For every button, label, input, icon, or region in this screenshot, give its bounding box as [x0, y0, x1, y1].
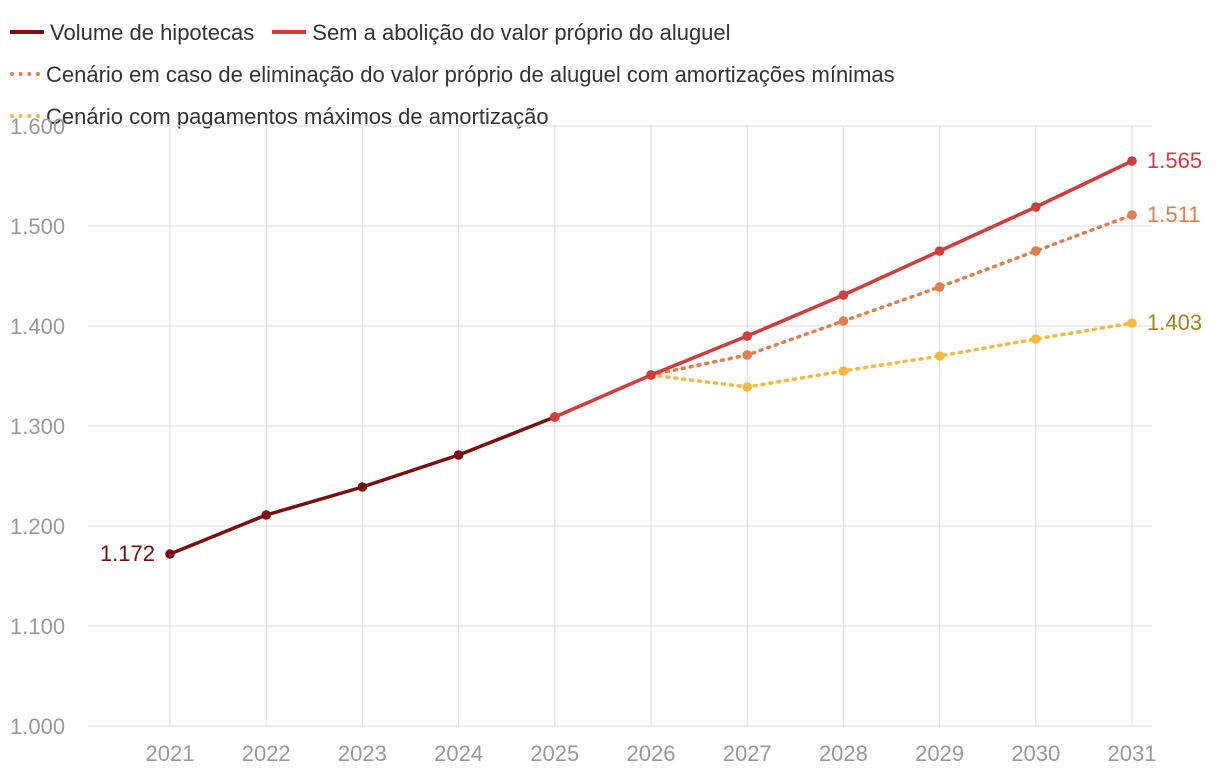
x-tick-2030: 2030: [1011, 741, 1060, 766]
legend-swatch-eliminacao: [10, 72, 40, 77]
x-tick-2031: 2031: [1108, 741, 1157, 766]
series-line-cenario-com-pagamentos-maximos-de-amorti: [649, 321, 1134, 389]
y-tick-1-200: 1.200: [10, 514, 65, 539]
point-sem-a-abolicao-do-valor-proprio-do-alugu-2025: [550, 412, 560, 422]
point-cenario-em-caso-de-eliminacao-do-valor-p-2028: [838, 316, 849, 326]
legend-swatch-amortizacao-maxima: [10, 114, 40, 119]
point-volume-de-hipotecas-2023: [357, 482, 368, 492]
point-cenario-em-caso-de-eliminacao-do-valor-p-2031: [1127, 210, 1137, 220]
series-sem-a-abolicao-do-valor-proprio-do-alugu: [550, 156, 1137, 422]
point-cenario-em-caso-de-eliminacao-do-valor-p-2029: [934, 282, 945, 292]
legend-item-volume: Volume de hipotecas: [10, 12, 254, 54]
x-tick-2027: 2027: [723, 741, 772, 766]
series: [165, 156, 1137, 559]
point-sem-a-abolicao-do-valor-proprio-do-alugu-2030: [1031, 202, 1041, 212]
x-tick-2023: 2023: [338, 741, 387, 766]
y-tick-1-300: 1.300: [10, 414, 65, 439]
legend: Volume de hipotecas Sem a abolição do val…: [10, 12, 1215, 138]
end-label-cenario-com-pagamentos-maximos-de-amorti: 1.403: [1147, 310, 1202, 335]
y-tick-1-600: 1.600: [10, 114, 65, 139]
legend-label-sem-abolicao: Sem a abolição do valor próprio do alugu…: [312, 20, 731, 45]
x-tick-2024: 2024: [434, 741, 483, 766]
x-tick-2028: 2028: [819, 741, 868, 766]
x-tick-2025: 2025: [530, 741, 579, 766]
point-cenario-com-pagamentos-maximos-de-amorti-2027: [742, 382, 752, 392]
x-axis-ticks: 2021 2022 2023 2024 2025 2026 2027 2028 2029 2030…: [146, 741, 1157, 766]
legend-item-eliminacao: Cenário em caso de eliminação do valor p…: [10, 54, 895, 96]
start-label-volume-de-hipotecas: 1.172: [100, 541, 155, 566]
point-volume-de-hipotecas-2022: [261, 510, 272, 520]
point-sem-a-abolicao-do-valor-proprio-do-alugu-2031: [1127, 156, 1137, 166]
series-cenario-com-pagamentos-maximos-de-amorti: [646, 318, 1137, 392]
point-cenario-com-pagamentos-maximos-de-amorti-2029: [934, 351, 945, 361]
series-line-cenario-em-caso-de-eliminacao-do-valor-p: [649, 213, 1134, 377]
y-tick-1-000: 1.000: [10, 714, 65, 739]
legend-item-sem-abolicao: Sem a abolição do valor próprio do alugu…: [272, 12, 731, 54]
legend-item-amortizacao-maxima: Cenário com pagamentos máximos de amorti…: [10, 96, 549, 138]
point-volume-de-hipotecas-2021: [165, 549, 175, 559]
point-sem-a-abolicao-do-valor-proprio-do-alugu-2027: [742, 331, 752, 341]
series-cenario-em-caso-de-eliminacao-do-valor-p: [646, 210, 1137, 380]
x-tick-2029: 2029: [915, 741, 964, 766]
x-tick-2026: 2026: [627, 741, 676, 766]
legend-swatch-sem-abolicao: [272, 30, 307, 35]
legend-label-volume: Volume de hipotecas: [50, 20, 255, 45]
y-axis-ticks: 1.000 1.100 1.200 1.300 1.400 1.500 1.600: [10, 114, 65, 739]
point-sem-a-abolicao-do-valor-proprio-do-alugu-2029: [934, 246, 945, 256]
y-tick-1-100: 1.100: [10, 614, 65, 639]
data-labels: 1.403 1.511 1.172 1.565: [100, 148, 1202, 566]
x-tick-2022: 2022: [242, 741, 291, 766]
legend-label-amortizacao-maxima: Cenário com pagamentos máximos de amorti…: [46, 104, 549, 129]
point-sem-a-abolicao-do-valor-proprio-do-alugu-2026: [646, 370, 656, 380]
point-cenario-em-caso-de-eliminacao-do-valor-p-2030: [1031, 246, 1041, 256]
grid: [88, 125, 1152, 727]
legend-label-eliminacao: Cenário em caso de eliminação do valor p…: [46, 62, 895, 87]
point-volume-de-hipotecas-2024: [453, 450, 464, 460]
end-label-sem-a-abolicao-do-valor-proprio-do-alugu: 1.565: [1147, 148, 1202, 173]
point-sem-a-abolicao-do-valor-proprio-do-alugu-2028: [838, 290, 849, 300]
x-tick-2021: 2021: [146, 741, 195, 766]
legend-swatch-volume: [10, 30, 44, 35]
end-label-cenario-em-caso-de-eliminacao-do-valor-p: 1.511: [1147, 202, 1200, 227]
point-cenario-com-pagamentos-maximos-de-amorti-2031: [1127, 318, 1137, 328]
point-cenario-com-pagamentos-maximos-de-amorti-2030: [1031, 334, 1041, 344]
y-tick-1-500: 1.500: [10, 214, 65, 239]
point-cenario-com-pagamentos-maximos-de-amorti-2028: [838, 366, 849, 376]
y-tick-1-400: 1.400: [10, 314, 65, 339]
point-cenario-em-caso-de-eliminacao-do-valor-p-2027: [742, 350, 752, 360]
